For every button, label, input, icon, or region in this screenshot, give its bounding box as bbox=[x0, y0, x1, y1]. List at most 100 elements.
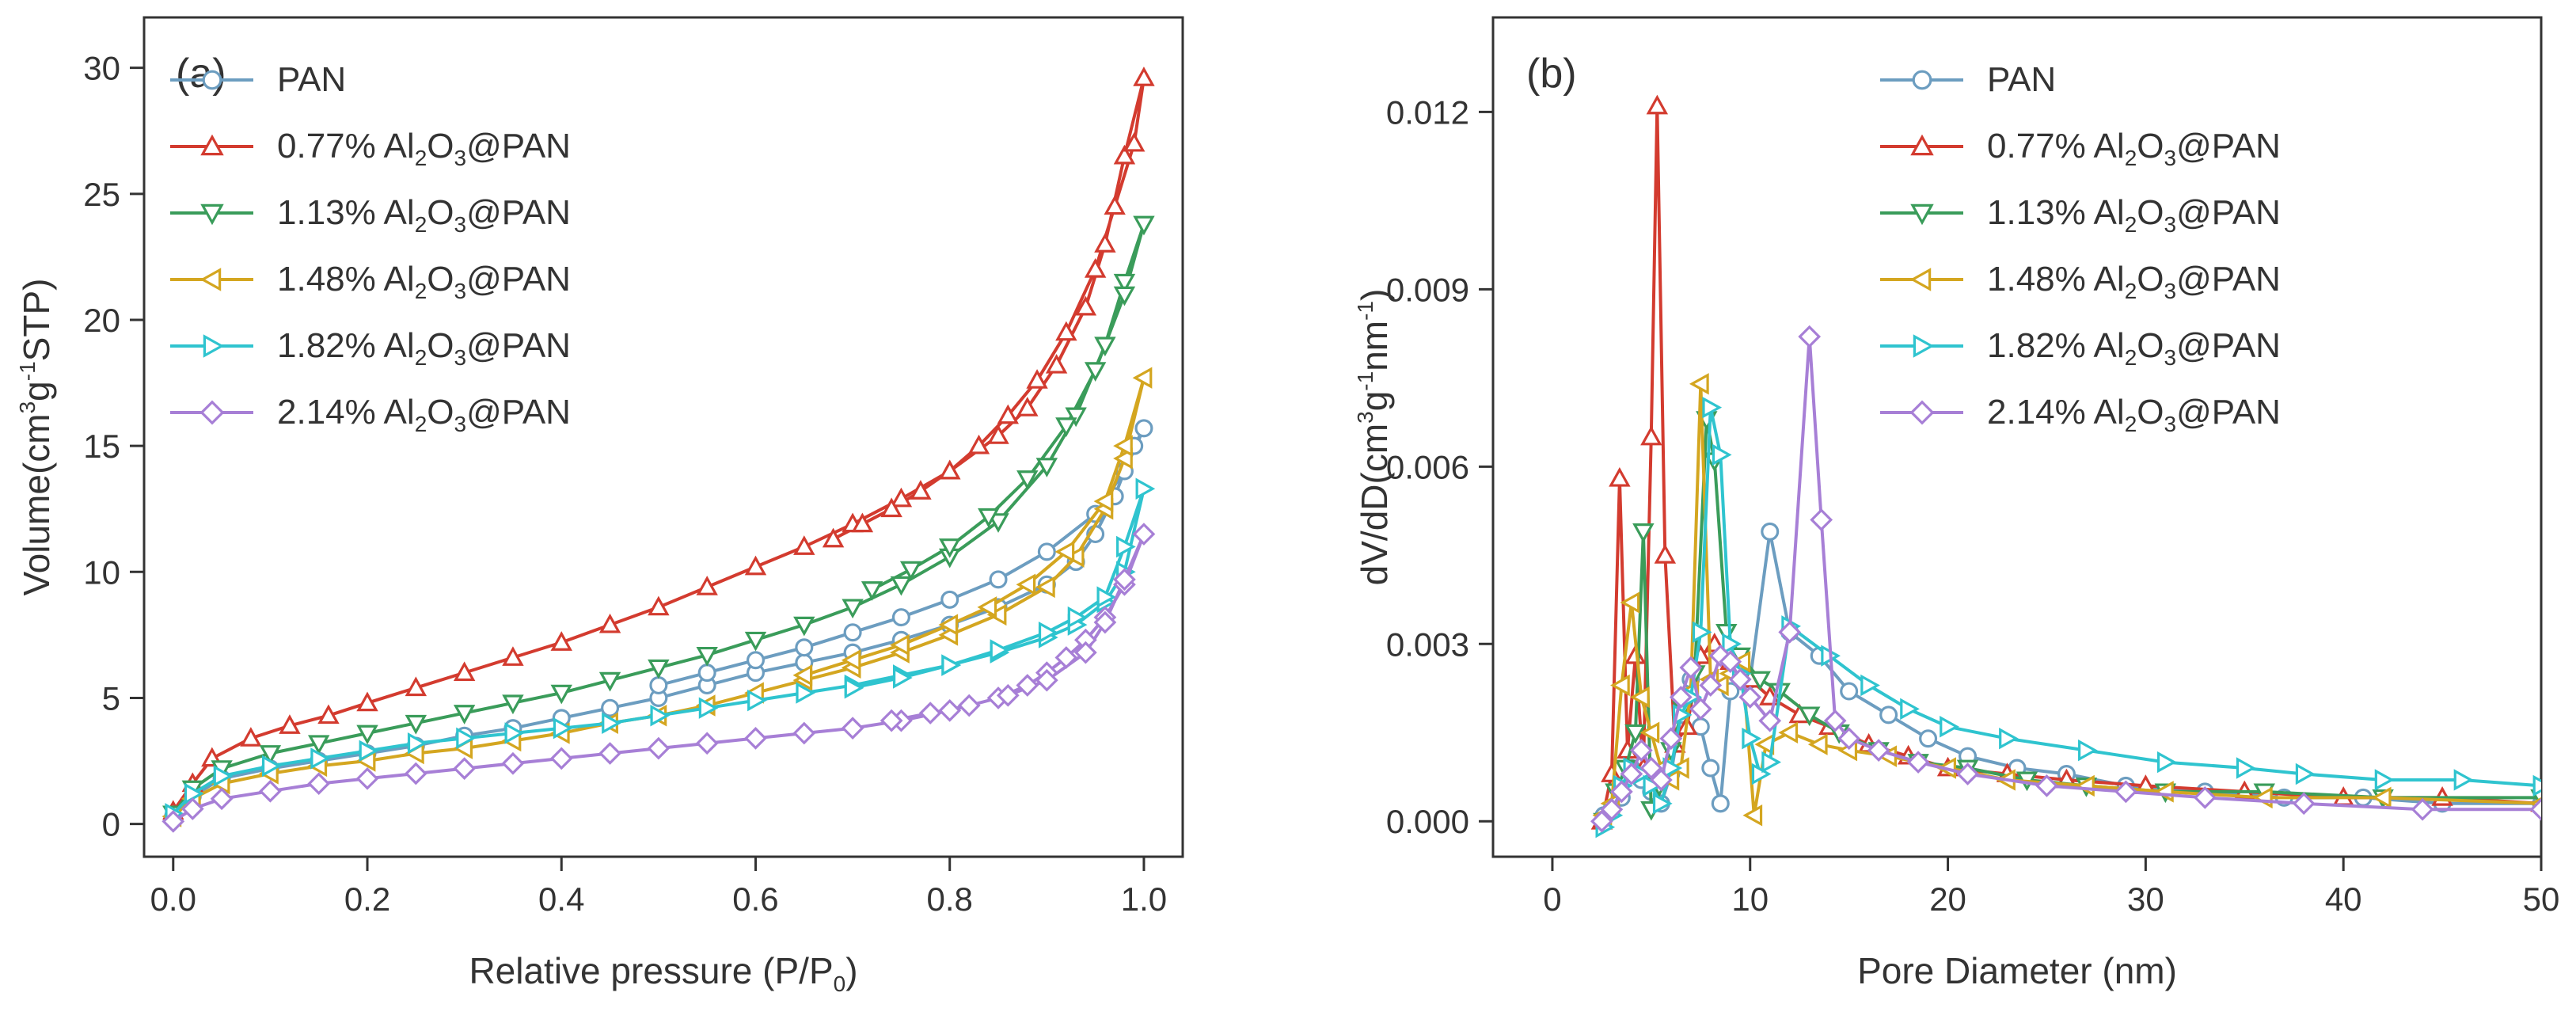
legend-sub: 2 bbox=[415, 345, 427, 370]
series-2-14-al2o3-pan-point bbox=[180, 797, 204, 820]
legend-label: 2.14% Al2O3@PAN bbox=[1987, 393, 2281, 436]
series-1-13-al2o3-pan-point bbox=[550, 684, 572, 705]
panel-b-frame bbox=[1491, 16, 2543, 858]
series-2-14-al2o3-pan-point bbox=[355, 766, 379, 790]
series-1-48-al2o3-pan-point bbox=[2371, 786, 2392, 809]
legend-marker bbox=[1913, 334, 1935, 358]
series-1-82-al2o3-pan-point bbox=[456, 727, 476, 750]
panel-a-frame bbox=[142, 16, 1184, 858]
legend-label: 0.77% Al2O3@PAN bbox=[277, 127, 571, 170]
series-0-77-al2o3-pan-point bbox=[1104, 195, 1126, 215]
legend-sub: 3 bbox=[2164, 279, 2177, 303]
series-1-48-al2o3-pan-point bbox=[1016, 573, 1036, 595]
series-2-14-al2o3-pan-point bbox=[2292, 792, 2316, 816]
series-0-77-al2o3-pan-point bbox=[880, 497, 902, 518]
series-1-48-al2o3-pan-point bbox=[1778, 721, 1799, 743]
series-1-82-al2o3-pan-point bbox=[1702, 396, 1723, 419]
series-1-13-al2o3-pan-point bbox=[259, 745, 282, 765]
y-tick-label: 5 bbox=[102, 679, 120, 717]
series-1-82-al2o3-pan-point bbox=[1742, 727, 1762, 750]
series-0-77-al2o3-pan-point bbox=[1133, 67, 1155, 86]
series-1-82-al2o3-pan-point bbox=[844, 677, 864, 699]
legend-text: 0.77% Al bbox=[277, 127, 415, 165]
series-pan-point bbox=[843, 623, 862, 642]
legend-text: O bbox=[427, 326, 454, 365]
series-2-14-al2o3-pan-point bbox=[1629, 739, 1653, 762]
legend-text: O bbox=[2137, 393, 2164, 432]
y-label-mid: g bbox=[16, 381, 57, 401]
series-2-14-al2o3-pan-point bbox=[2529, 797, 2541, 821]
series-2-14-al2o3-pan-point bbox=[1758, 709, 1782, 732]
legend-sub: 2 bbox=[2125, 412, 2137, 436]
y-label-tail: STP) bbox=[16, 279, 57, 362]
legend-sub: 2 bbox=[415, 279, 427, 303]
x-tick-label: 30 bbox=[2127, 880, 2164, 918]
series-0-77-al2o3-pan-point bbox=[1045, 353, 1068, 374]
y-tick-label: 0.009 bbox=[1386, 271, 1469, 308]
series-1-82-al2o3-pan-point bbox=[2374, 769, 2395, 791]
y-label-sup: -1 bbox=[1353, 301, 1377, 321]
legend-text: @PAN bbox=[2176, 326, 2281, 365]
legend-marker bbox=[1910, 203, 1934, 226]
series-1-48-al2o3-pan-point bbox=[1054, 541, 1075, 563]
series-0-77-al2o3-pan-point bbox=[1123, 131, 1146, 152]
series-1-82-al2o3-pan-point bbox=[1692, 621, 1712, 644]
legend-label: 1.13% Al2O3@PAN bbox=[1987, 193, 2281, 237]
series-2-14-al2o3-pan-point bbox=[1074, 641, 1097, 664]
y-label-tail: ) bbox=[1354, 289, 1395, 301]
series-1-82-al2o3-pan-point bbox=[1900, 698, 1920, 721]
series-1-82-al2o3-pan-point bbox=[1761, 751, 1782, 774]
y-tick-label: 30 bbox=[83, 50, 120, 87]
legend-text: @PAN bbox=[466, 127, 571, 165]
series-0-77-al2o3-pan-point bbox=[405, 676, 427, 697]
series-2-14-al2o3-pan-point bbox=[2411, 797, 2434, 821]
series-1-82-al2o3-pan-point bbox=[2453, 769, 2474, 791]
series-2-14-al2o3-pan-point bbox=[695, 732, 719, 755]
legend-text: @PAN bbox=[466, 326, 571, 365]
legend-marker bbox=[203, 334, 225, 358]
series-0-77-al2o3-pan-point bbox=[822, 527, 845, 548]
series-pan-point bbox=[1840, 682, 1859, 701]
y-label-sup: 3 bbox=[15, 401, 40, 414]
legend-text: O bbox=[427, 193, 454, 232]
y-tick-label: 0.006 bbox=[1386, 448, 1469, 485]
legend-text: PAN bbox=[277, 60, 346, 99]
series-1-48-al2o3-pan-point bbox=[1064, 546, 1085, 568]
series-1-48-al2o3-pan-point bbox=[841, 648, 861, 671]
x-tick-label: 50 bbox=[2523, 880, 2560, 918]
series-1-82-al2o3-pan-point bbox=[2236, 757, 2256, 779]
y-tick-label: 25 bbox=[83, 176, 120, 213]
x-tick-label: 0.0 bbox=[150, 880, 196, 918]
y-tick-label: 0 bbox=[102, 806, 120, 843]
series-2-14-al2o3-pan-point bbox=[1679, 656, 1703, 679]
series-1-13-al2o3-pan-point bbox=[453, 705, 476, 724]
series-1-13-al2o3-pan-point bbox=[1113, 273, 1136, 294]
series-2-14-al2o3-pan-point bbox=[1600, 797, 1624, 821]
series-pan-point bbox=[1919, 729, 1938, 748]
series-1-13-al2o3-pan-point bbox=[1624, 724, 1647, 744]
legend-sub: 2 bbox=[2125, 212, 2137, 237]
series-1-48-al2o3-pan-point bbox=[1620, 591, 1640, 614]
series-2-14-al2o3-pan-point bbox=[1837, 727, 1861, 751]
y-label-sup: 3 bbox=[1353, 411, 1377, 424]
legend-sub: 3 bbox=[2164, 212, 2177, 237]
legend-text: @PAN bbox=[2176, 127, 2281, 165]
legend-marker bbox=[199, 400, 225, 425]
series-1-13-al2o3-pan-point bbox=[899, 561, 922, 581]
series-0-77-al2o3-pan-point bbox=[648, 595, 670, 616]
series-1-82-al2o3-pan-point bbox=[747, 689, 767, 712]
series-1-48-al2o3-pan-point bbox=[890, 633, 910, 656]
y-label-sup: -1 bbox=[1353, 371, 1377, 391]
legend-text: PAN bbox=[1987, 60, 2056, 99]
series-1-82-al2o3-pan-point bbox=[1096, 586, 1117, 608]
series-1-82-al2o3-pan-point bbox=[1135, 477, 1156, 500]
legend-sub: 3 bbox=[454, 212, 467, 237]
legend-sub: 3 bbox=[2164, 146, 2177, 170]
series-pan-point bbox=[697, 664, 716, 683]
legend-label: PAN bbox=[1987, 60, 2056, 99]
series-2-14-al2o3-pan-point bbox=[1620, 762, 1643, 785]
series-1-82-al2o3-pan-point bbox=[2156, 751, 2177, 774]
legend-text: O bbox=[427, 393, 454, 432]
series-2-14-al2o3-pan-point bbox=[549, 747, 573, 770]
